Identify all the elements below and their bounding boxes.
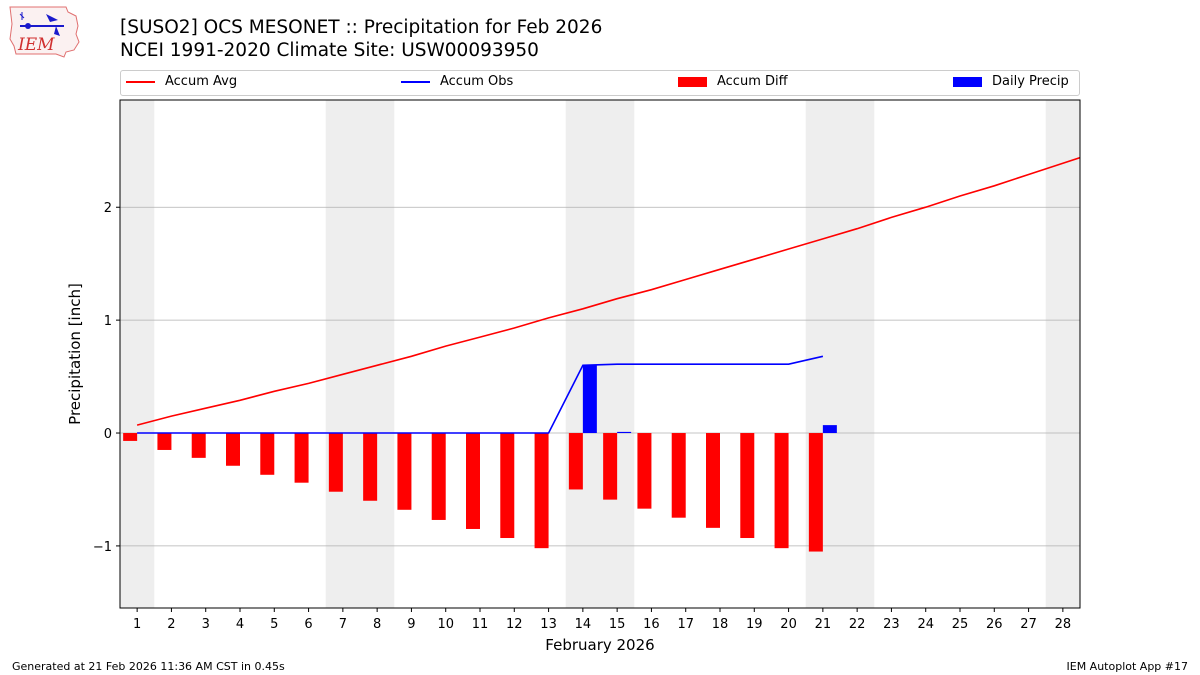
x-tick-label: 9 [407, 617, 415, 632]
accum-diff-bar [466, 433, 480, 529]
x-tick-label: 17 [677, 617, 694, 632]
footer-app-label: IEM Autoplot App #17 [1066, 660, 1189, 673]
x-tick-label: 22 [849, 617, 866, 632]
x-tick-label: 25 [952, 617, 969, 632]
accum-diff-bar [603, 433, 618, 500]
x-tick-label: 5 [270, 617, 278, 632]
accum-obs-line [137, 355, 824, 434]
x-tick-label: 27 [1020, 617, 1037, 632]
weekend-band [325, 100, 395, 608]
x-tick-label: 1 [133, 617, 141, 632]
y-tick-label: 1 [104, 314, 112, 329]
accum-diff-bar [671, 433, 686, 518]
accum-diff-bar [568, 433, 583, 490]
accum-diff-bar [123, 433, 138, 441]
x-tick-label: 16 [643, 617, 660, 632]
x-tick-label: 20 [780, 617, 797, 632]
y-axis-label: Precipitation [inch] [66, 283, 84, 425]
chart-subtitle: NCEI 1991-2020 Climate Site: USW00093950 [120, 40, 539, 61]
accum-diff-bar [740, 433, 755, 539]
accum-diff-bar [534, 433, 549, 549]
accum-diff-bar [294, 433, 309, 483]
accum-diff-bar [431, 433, 446, 520]
legend-swatch-accum-diff [678, 76, 707, 87]
weekend-band [565, 100, 635, 608]
weekend-band [1045, 100, 1080, 608]
legend-item-accum-diff: Accum Diff [678, 74, 788, 89]
y-tick-label: 0 [104, 427, 112, 442]
x-tick-label: 4 [236, 617, 244, 632]
x-tick-label: 24 [917, 617, 934, 632]
accum-diff-bar [260, 433, 275, 475]
legend-item-accum-avg: Accum Avg [126, 74, 237, 89]
daily-precip-bar [822, 425, 837, 434]
accum-diff-bar [191, 433, 206, 458]
plot-frame [119, 99, 1081, 609]
y-tick-label: 2 [104, 201, 112, 216]
y-tick-label: −1 [93, 540, 112, 555]
accum-diff-bar [397, 433, 412, 510]
accum-diff-bar [157, 433, 172, 450]
weekend-band [120, 100, 155, 608]
accum-diff-bar [774, 433, 789, 549]
legend-swatch-daily-precip [953, 76, 982, 87]
legend-label-accum-obs: Accum Obs [440, 74, 514, 89]
x-tick-label: 10 [437, 617, 454, 632]
legend-swatch-accum-obs [401, 80, 430, 83]
legend-swatch-accum-avg [126, 80, 155, 83]
accum-diff-bar [363, 433, 378, 501]
accum-diff-bar [637, 433, 652, 509]
x-tick-label: 11 [472, 617, 489, 632]
accum-diff-bar [808, 433, 823, 552]
daily-precip-bar [617, 431, 632, 434]
legend-item-accum-obs: Accum Obs [401, 74, 513, 89]
footer-generated-text: Generated at 21 Feb 2026 11:36 AM CST in… [12, 660, 285, 673]
legend: Accum Avg Accum Obs Accum Diff Daily Pre… [120, 70, 1080, 96]
x-tick-label: 6 [304, 617, 312, 632]
x-tick-label: 3 [202, 617, 210, 632]
x-tick-label: 13 [540, 617, 557, 632]
iem-logo: IEM [9, 6, 80, 58]
x-tick-label: 15 [609, 617, 626, 632]
x-tick-label: 19 [746, 617, 763, 632]
x-tick-label: 21 [815, 617, 832, 632]
x-tick-label: 28 [1055, 617, 1072, 632]
legend-item-daily-precip: Daily Precip [953, 74, 1069, 89]
x-tick-label: 7 [339, 617, 347, 632]
x-tick-label: 14 [575, 617, 592, 632]
accum-diff-bar [226, 433, 240, 466]
accum-diff-bar [500, 433, 515, 539]
logo-text: IEM [17, 35, 55, 55]
accum-diff-bar [706, 433, 720, 528]
x-tick-label: 8 [373, 617, 381, 632]
chart-title: [SUSO2] OCS MESONET :: Precipitation for… [120, 17, 603, 38]
legend-label-daily-precip: Daily Precip [992, 74, 1069, 89]
accum-avg-line [136, 156, 1080, 426]
x-tick-label: 23 [883, 617, 900, 632]
x-tick-label: 26 [986, 617, 1003, 632]
x-axis-label: February 2026 [545, 636, 654, 654]
x-tick-label: 2 [167, 617, 175, 632]
x-tick-label: 12 [506, 617, 523, 632]
accum-diff-bar [328, 433, 343, 492]
legend-label-accum-diff: Accum Diff [717, 74, 788, 89]
daily-precip-bar [582, 365, 597, 434]
x-tick-label: 18 [712, 617, 729, 632]
legend-label-accum-avg: Accum Avg [165, 74, 238, 89]
